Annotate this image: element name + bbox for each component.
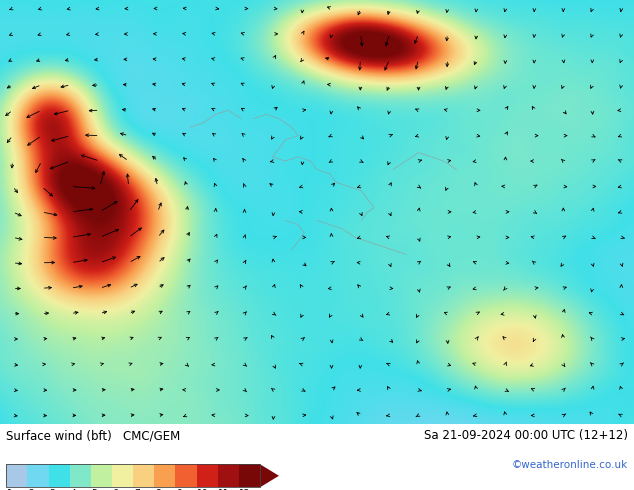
Text: 10: 10 <box>197 489 209 490</box>
Text: 4: 4 <box>70 489 76 490</box>
Text: Sa 21-09-2024 00:00 UTC (12+12): Sa 21-09-2024 00:00 UTC (12+12) <box>424 429 628 442</box>
Bar <box>91 464 112 488</box>
Text: 12: 12 <box>240 489 251 490</box>
Bar <box>27 464 49 488</box>
Text: 11: 11 <box>218 489 230 490</box>
Text: 3: 3 <box>49 489 55 490</box>
Bar <box>70 464 91 488</box>
Text: 1: 1 <box>7 489 13 490</box>
Bar <box>154 464 176 488</box>
Bar <box>6 464 260 488</box>
Text: 6: 6 <box>113 489 119 490</box>
Text: ©weatheronline.co.uk: ©weatheronline.co.uk <box>512 460 628 470</box>
Bar <box>6 464 27 488</box>
Text: 5: 5 <box>91 489 97 490</box>
Bar <box>176 464 197 488</box>
Bar <box>133 464 154 488</box>
Bar <box>49 464 70 488</box>
FancyArrow shape <box>260 464 279 488</box>
Text: 2: 2 <box>28 489 34 490</box>
Bar <box>112 464 133 488</box>
Bar <box>239 464 260 488</box>
Bar <box>197 464 217 488</box>
Bar <box>217 464 239 488</box>
Text: 8: 8 <box>155 489 160 490</box>
Text: 9: 9 <box>176 489 182 490</box>
Text: 7: 7 <box>134 489 139 490</box>
Text: Surface wind (bft)   CMC/GEM: Surface wind (bft) CMC/GEM <box>6 429 181 442</box>
